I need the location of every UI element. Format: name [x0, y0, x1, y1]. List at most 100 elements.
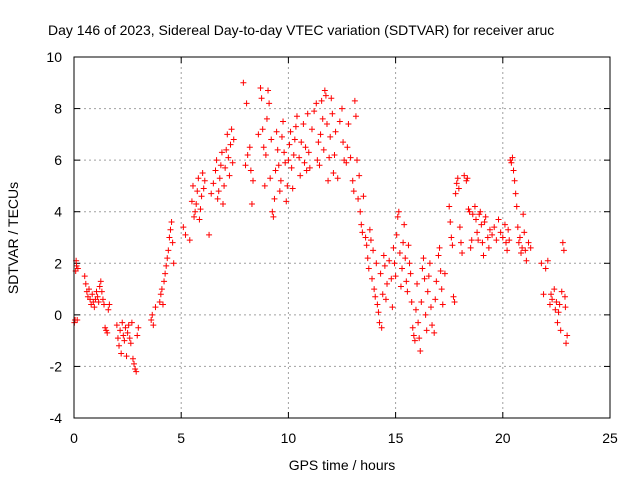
data-point	[104, 329, 111, 336]
data-point	[354, 157, 361, 164]
data-point	[325, 177, 332, 184]
data-point	[298, 139, 305, 146]
data-point	[194, 188, 201, 195]
data-point	[471, 203, 478, 210]
data-point	[97, 278, 104, 285]
data-point	[429, 322, 436, 329]
data-point	[290, 151, 297, 158]
data-point	[327, 133, 334, 140]
data-point	[438, 286, 445, 293]
data-point	[267, 175, 274, 182]
data-point	[314, 157, 321, 164]
data-point	[491, 224, 498, 231]
data-point	[562, 304, 569, 311]
data-point	[73, 262, 80, 269]
data-point	[240, 79, 247, 86]
x-tick-label: 15	[388, 430, 404, 446]
data-point	[349, 177, 356, 184]
data-point	[366, 226, 373, 233]
data-point	[261, 182, 268, 189]
data-point	[497, 229, 504, 236]
data-point	[163, 262, 170, 269]
data-point	[106, 301, 113, 308]
data-point	[369, 275, 376, 282]
data-point	[548, 291, 555, 298]
data-point	[506, 237, 513, 244]
data-point	[564, 332, 571, 339]
data-point	[334, 175, 341, 182]
data-point	[222, 164, 229, 171]
data-point	[128, 319, 135, 326]
data-point	[242, 162, 249, 169]
data-point	[441, 270, 448, 277]
data-point	[393, 231, 400, 238]
data-point	[400, 239, 407, 246]
data-point	[432, 296, 439, 303]
data-point	[192, 208, 199, 215]
data-point	[271, 195, 278, 202]
data-point	[513, 203, 520, 210]
data-point	[339, 105, 345, 112]
data-point	[213, 157, 220, 164]
data-point	[150, 322, 157, 329]
data-point	[317, 131, 324, 138]
data-point	[396, 249, 403, 256]
data-point	[166, 234, 173, 241]
data-point	[509, 154, 516, 161]
data-point	[464, 175, 471, 182]
data-point	[501, 221, 508, 228]
data-point	[555, 309, 562, 316]
data-point	[372, 293, 379, 300]
data-point	[538, 260, 545, 267]
data-points	[71, 79, 571, 375]
data-point	[227, 141, 234, 148]
data-point	[311, 108, 318, 115]
data-point	[340, 139, 347, 146]
data-point	[381, 262, 388, 269]
data-point	[320, 146, 327, 153]
data-point	[499, 234, 506, 241]
y-tick-label: -2	[50, 358, 63, 374]
data-point	[229, 159, 236, 166]
data-point	[446, 203, 453, 210]
chart-title: Day 146 of 2023, Sidereal Day-to-day VTE…	[48, 22, 554, 38]
data-point	[186, 237, 193, 244]
y-tick-label: 2	[54, 255, 62, 271]
data-point	[283, 198, 290, 205]
data-point	[520, 211, 527, 218]
data-point	[379, 291, 386, 298]
data-point	[418, 298, 425, 305]
data-point	[425, 273, 432, 280]
data-point	[152, 304, 159, 311]
x-tick-label: 10	[281, 430, 297, 446]
data-point	[323, 121, 330, 128]
data-point	[247, 167, 254, 174]
tick-labels: 0 5 10 15 20 25 -4 -2 0 2 4 6 8 10	[46, 49, 618, 446]
data-point	[189, 182, 196, 189]
data-point	[98, 288, 105, 295]
data-point	[482, 213, 489, 220]
data-point	[259, 126, 266, 133]
data-point	[382, 296, 389, 303]
data-point	[197, 206, 204, 213]
data-point	[199, 170, 206, 177]
data-point	[224, 131, 231, 138]
data-point	[390, 244, 397, 251]
x-tick-label: 25	[602, 430, 618, 446]
data-point	[436, 244, 443, 251]
data-point	[447, 219, 454, 226]
data-point	[124, 329, 131, 336]
data-point	[262, 151, 269, 158]
data-point	[301, 159, 308, 166]
data-point	[182, 231, 189, 238]
data-point	[404, 288, 411, 295]
data-point	[508, 159, 515, 166]
data-point	[274, 146, 281, 153]
data-point	[477, 208, 484, 215]
data-point	[481, 219, 488, 226]
data-point	[485, 244, 492, 251]
data-point	[461, 172, 468, 179]
data-point	[419, 265, 426, 272]
data-point	[504, 247, 511, 254]
data-point	[559, 239, 566, 246]
